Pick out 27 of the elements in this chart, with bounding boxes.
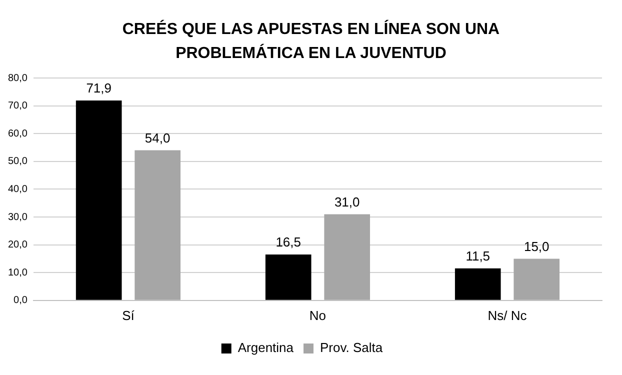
- data-label: 31,0: [334, 194, 360, 210]
- x-tick-label: Ns/ Nc: [488, 308, 528, 323]
- y-tick-label: 70,0: [8, 100, 28, 112]
- y-tick-label: 60,0: [8, 128, 28, 140]
- y-tick-label: 40,0: [8, 184, 28, 195]
- x-tick-label: No: [309, 308, 326, 323]
- data-label: 54,0: [144, 130, 170, 146]
- bar: [324, 214, 370, 300]
- legend-label: Prov. Salta: [320, 340, 384, 356]
- y-tick-label: 10,0: [8, 267, 28, 278]
- bar: [514, 258, 560, 300]
- chart-title: CREÉS QUE LAS APUESTAS EN LÍNEA SON UNA PROBLEMÁTICA EN LA JUVENTUD: [121, 18, 501, 64]
- x-tick-label: Sí: [122, 308, 135, 323]
- data-label: 15,0: [524, 238, 550, 254]
- y-tick-label: 80,0: [8, 72, 28, 84]
- bar: [454, 268, 501, 300]
- legend-label: Argentina: [238, 340, 294, 356]
- bar: [76, 100, 122, 300]
- data-label: 11,5: [466, 248, 490, 264]
- bar: [265, 254, 312, 300]
- y-tick-label: 0,0: [14, 295, 28, 306]
- y-tick-label: 20,0: [8, 240, 28, 251]
- data-label: 16,5: [276, 234, 302, 250]
- bar: [134, 150, 181, 300]
- y-tick-label: 50,0: [8, 156, 28, 168]
- y-tick-label: 30,0: [8, 212, 28, 223]
- data-label: 71,9: [86, 80, 112, 96]
